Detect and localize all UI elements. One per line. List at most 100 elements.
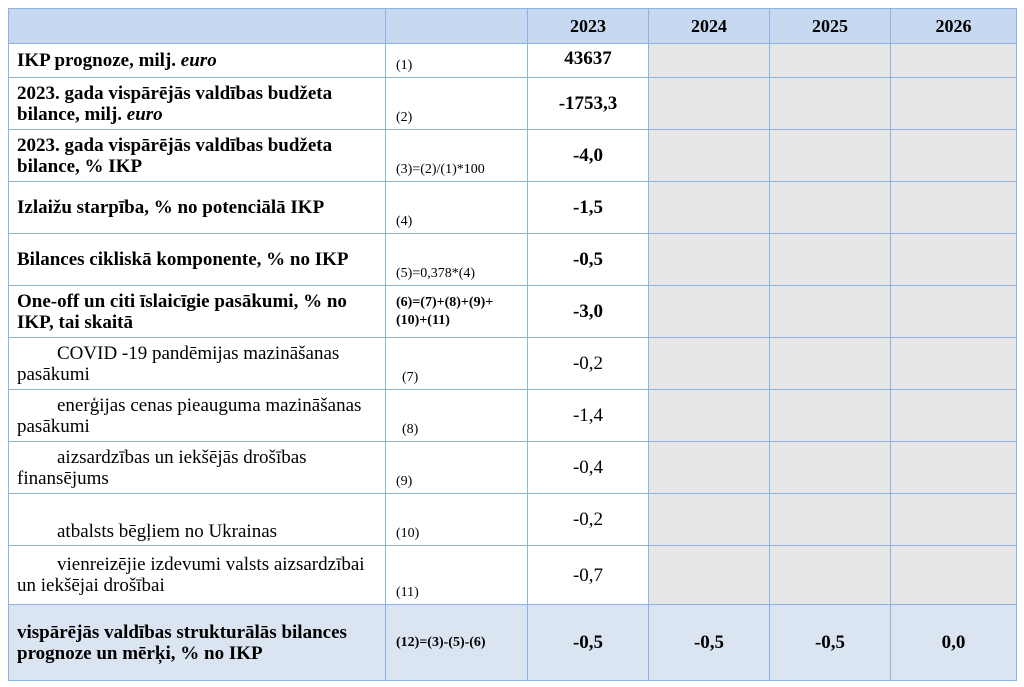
row-label-text: COVID -19 pandēmijas mazināšanas pasākum… (17, 342, 340, 385)
header-cell-2024: 2024 (648, 8, 770, 44)
header-cell-formula (385, 8, 528, 44)
empty-cell-2026 (890, 181, 1017, 234)
table-row: 2023. gada vispārējās valdības budžeta b… (8, 77, 1017, 130)
value-2024: -0,5 (648, 604, 770, 681)
empty-cell-2024 (648, 337, 770, 390)
value-2023: 43637 (527, 43, 649, 78)
empty-cell-2026 (890, 233, 1017, 286)
empty-cell-2025 (769, 441, 891, 494)
empty-cell-2024 (648, 129, 770, 182)
empty-cell-2026 (890, 77, 1017, 130)
value-2023: -4,0 (527, 129, 649, 182)
empty-cell-2025 (769, 181, 891, 234)
header-cell-2023: 2023 (527, 8, 649, 44)
empty-cell-2024 (648, 389, 770, 442)
value-2023: -3,0 (527, 285, 649, 338)
row-formula: (8) (385, 389, 528, 442)
row-label-text: IKP prognoze, milj. (17, 50, 181, 71)
empty-cell-2024 (648, 545, 770, 605)
empty-cell-2026 (890, 285, 1017, 338)
row-label-text: 2023. gada vispārējās valdības budžeta b… (17, 82, 333, 125)
empty-cell-2024 (648, 441, 770, 494)
row-label: Bilances cikliskā komponente, % no IKP (8, 233, 386, 286)
row-label: COVID -19 pandēmijas mazināšanas pasākum… (8, 337, 386, 390)
empty-cell-2024 (648, 43, 770, 78)
table-row: IKP prognoze, milj. euro (1) 43637 (8, 43, 1017, 78)
empty-cell-2024 (648, 285, 770, 338)
empty-cell-2025 (769, 43, 891, 78)
empty-cell-2025 (769, 337, 891, 390)
table-row: Bilances cikliskā komponente, % no IKP (… (8, 233, 1017, 286)
value-2023: -0,5 (527, 233, 649, 286)
row-label: One-off un citi īslaicīgie pasākumi, % n… (8, 285, 386, 338)
empty-cell-2026 (890, 43, 1017, 78)
value-2023: -0,2 (527, 493, 649, 546)
header-row: 2023 2024 2025 2026 (8, 8, 1017, 44)
value-2025: -0,5 (769, 604, 891, 681)
header-cell-2025: 2025 (769, 8, 891, 44)
empty-cell-2026 (890, 129, 1017, 182)
row-formula: (2) (385, 77, 528, 130)
empty-cell-2025 (769, 285, 891, 338)
row-label: 2023. gada vispārējās valdības budžeta b… (8, 129, 386, 182)
row-formula: (7) (385, 337, 528, 390)
row-label: 2023. gada vispārējās valdības budžeta b… (8, 77, 386, 130)
row-formula: (4) (385, 181, 528, 234)
row-label: aizsardzības un iekšējās drošības finans… (8, 441, 386, 494)
row-label-italic: euro (126, 103, 163, 125)
row-formula: (5)=0,378*(4) (385, 233, 528, 286)
row-label: vispārējās valdības strukturālās bilance… (8, 604, 386, 681)
row-formula: (3)=(2)/(1)*100 (385, 129, 528, 182)
row-formula: (9) (385, 441, 528, 494)
row-label: Izlaižu starpība, % no potenciālā IKP (8, 181, 386, 234)
empty-cell-2026 (890, 441, 1017, 494)
table-row: 2023. gada vispārējās valdības budžeta b… (8, 129, 1017, 182)
empty-cell-2024 (648, 233, 770, 286)
empty-cell-2025 (769, 129, 891, 182)
value-2023: -0,4 (527, 441, 649, 494)
empty-cell-2026 (890, 389, 1017, 442)
empty-cell-2025 (769, 77, 891, 130)
row-label: enerģijas cenas pieauguma mazināšanas pa… (8, 389, 386, 442)
row-label-text: aizsardzības un iekšējās drošības finans… (17, 446, 307, 489)
row-formula: (6)=(7)+(8)+(9)+(10)+(11) (385, 285, 528, 338)
empty-cell-2024 (648, 77, 770, 130)
value-2023: -1,5 (527, 181, 649, 234)
row-formula: (10) (385, 493, 528, 546)
table-row: vienreizējie izdevumi valsts aizsardzība… (8, 545, 1017, 605)
empty-cell-2026 (890, 545, 1017, 605)
row-label-italic: euro (180, 50, 217, 71)
empty-cell-2024 (648, 181, 770, 234)
value-2026: 0,0 (890, 604, 1017, 681)
empty-cell-2025 (769, 545, 891, 605)
table-row: Izlaižu starpība, % no potenciālā IKP (4… (8, 181, 1017, 234)
value-2023: -0,2 (527, 337, 649, 390)
table-row: enerģijas cenas pieauguma mazināšanas pa… (8, 389, 1017, 442)
table-row: atbalsts bēgļiem no Ukrainas (10) -0,2 (8, 493, 1017, 546)
empty-cell-2024 (648, 493, 770, 546)
empty-cell-2026 (890, 337, 1017, 390)
structural-balance-table: 2023 2024 2025 2026 IKP prognoze, milj. … (8, 8, 1017, 681)
empty-cell-2026 (890, 493, 1017, 546)
empty-cell-2025 (769, 233, 891, 286)
row-formula: (1) (385, 43, 528, 78)
header-cell-label (8, 8, 386, 44)
table-row: COVID -19 pandēmijas mazināšanas pasākum… (8, 337, 1017, 390)
row-label-text: vienreizējie izdevumi valsts aizsardzība… (17, 554, 365, 596)
row-formula: (11) (385, 545, 528, 605)
value-2023: -0,7 (527, 545, 649, 605)
row-label: atbalsts bēgļiem no Ukrainas (8, 493, 386, 546)
summary-row: vispārējās valdības strukturālās bilance… (8, 604, 1017, 681)
value-2023: -1,4 (527, 389, 649, 442)
row-label: IKP prognoze, milj. euro (8, 43, 386, 78)
empty-cell-2025 (769, 389, 891, 442)
value-2023: -1753,3 (527, 77, 649, 130)
table-row: One-off un citi īslaicīgie pasākumi, % n… (8, 285, 1017, 338)
row-formula: (12)=(3)-(5)-(6) (385, 604, 528, 681)
header-cell-2026: 2026 (890, 8, 1017, 44)
row-label: vienreizējie izdevumi valsts aizsardzība… (8, 545, 386, 605)
empty-cell-2025 (769, 493, 891, 546)
value-2023: -0,5 (527, 604, 649, 681)
table-row: aizsardzības un iekšējās drošības finans… (8, 441, 1017, 494)
row-label-text: enerģijas cenas pieauguma mazināšanas pa… (17, 394, 362, 437)
